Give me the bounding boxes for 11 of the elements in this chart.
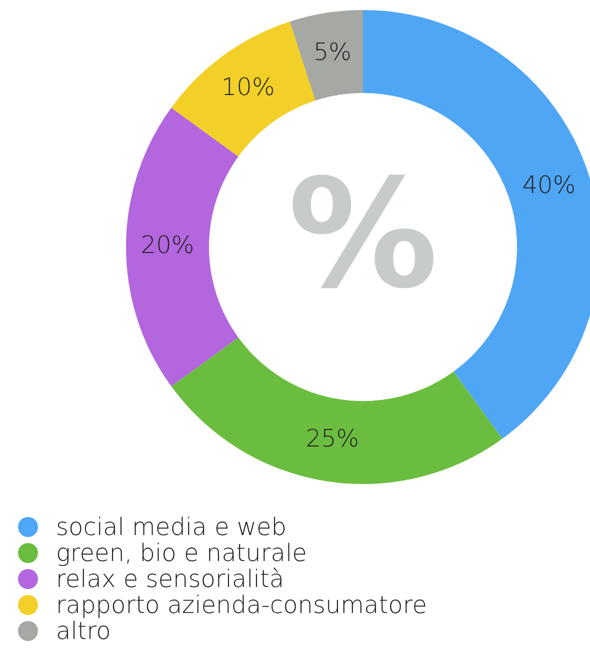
data-label: 5% [313, 38, 352, 66]
legend-label: social media e web [56, 513, 286, 541]
legend-label: green, bio e naturale [56, 539, 307, 567]
legend-label: relax e sensorialità [56, 565, 284, 593]
data-label: 25% [306, 424, 360, 452]
data-label: 40% [522, 170, 576, 199]
data-label: 10% [221, 73, 275, 102]
legend-label: altro [56, 617, 111, 645]
data-label: 20% [140, 231, 194, 260]
text: % [288, 148, 438, 322]
legend-label: rapporto azienda-consumatore [56, 591, 427, 619]
